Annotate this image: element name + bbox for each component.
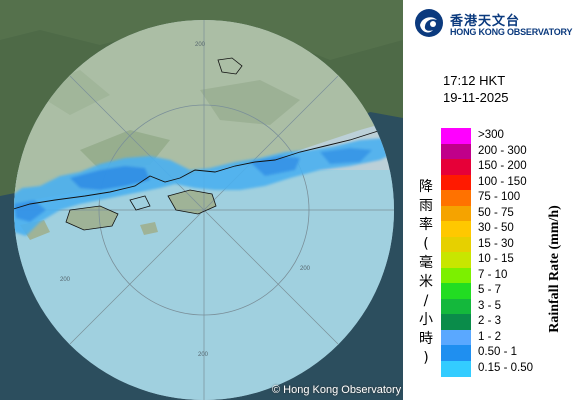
legend-item: 30 - 50 [441, 221, 571, 237]
copyright-text: © Hong Kong Observatory [272, 384, 402, 396]
legend-item: 1 - 2 [441, 329, 571, 346]
legend-swatch [441, 236, 471, 253]
legend-label: 75 - 100 [478, 191, 521, 203]
hko-logo-icon [415, 9, 443, 37]
legend-item: 50 - 75 [441, 205, 571, 222]
legend-swatch [441, 267, 471, 284]
range-ring-label: 200 [60, 277, 71, 283]
legend-item: 3 - 5 [441, 298, 571, 315]
legend-item: 7 - 10 [441, 267, 571, 284]
legend-item: 200 - 300 [441, 143, 571, 160]
legend-label: 100 - 150 [478, 175, 527, 188]
legend-swatch [441, 159, 471, 175]
observation-time: 17:12 HKT [443, 73, 506, 88]
legend-label: 10 - 15 [478, 253, 514, 265]
legend-label: 50 - 75 [478, 206, 514, 219]
legend-swatch [441, 205, 471, 222]
legend-title-chinese: 降雨率(毫米 / 小時) [419, 179, 433, 366]
logo-name-english: HONG KONG OBSERVATORY [450, 27, 573, 37]
radar-map: 200 200 200 200 © Hong Kong Observatory [0, 0, 403, 400]
legend-label: 0.15 - 0.50 [478, 361, 533, 374]
legend-title-english: Rainfall Rate (mm/h) [540, 194, 570, 344]
legend-label: 2 - 3 [478, 315, 502, 327]
legend-label: >300 [478, 129, 504, 141]
legend-item: 150 - 200 [441, 159, 571, 175]
legend-swatch [441, 360, 471, 377]
legend-swatch [441, 143, 471, 160]
legend-swatch [441, 252, 471, 268]
legend-label: 7 - 10 [478, 268, 508, 281]
hko-logo: 香港天文台 HONG KONG OBSERVATORY [414, 8, 574, 42]
legend-swatch [441, 221, 471, 237]
legend-label: 5 - 7 [478, 284, 502, 296]
legend-swatch [441, 298, 471, 315]
range-ring-label: 200 [300, 266, 311, 272]
legend-item: 5 - 7 [441, 283, 571, 299]
legend-item: 10 - 15 [441, 252, 571, 268]
legend-label: 15 - 30 [478, 237, 514, 250]
legend-label: 150 - 200 [478, 160, 527, 172]
legend-item: 75 - 100 [441, 190, 571, 206]
observation-date: 19-11-2025 [443, 90, 509, 105]
legend-label: 3 - 5 [478, 299, 502, 312]
legend-swatch [441, 329, 471, 346]
legend-item: 100 - 150 [441, 174, 571, 191]
legend-title-english-text: Rainfall Rate (mm/h) [547, 205, 562, 333]
legend-swatch [441, 190, 471, 206]
logo-name-chinese: 香港天文台 [450, 14, 521, 29]
legend-item: 0.15 - 0.50 [441, 360, 571, 377]
range-ring-label: 200 [195, 42, 206, 48]
legend-swatch [441, 345, 471, 361]
legend-item: 15 - 30 [441, 236, 571, 253]
coastline [14, 123, 394, 211]
legend-item: 0.50 - 1 [441, 345, 571, 361]
legend-label: 30 - 50 [478, 222, 514, 234]
legend-swatch [441, 128, 471, 144]
legend-label: 200 - 300 [478, 144, 527, 157]
legend-swatch [441, 283, 471, 299]
radar-map-image: 200 200 200 200 [0, 0, 403, 400]
legend-item: >300 [441, 128, 571, 144]
legend-panel: 香港天文台 HONG KONG OBSERVATORY 17:12 HKT 19… [403, 0, 577, 400]
range-ring-label: 200 [198, 352, 209, 358]
legend-item: 2 - 3 [441, 314, 571, 330]
legend-swatch [441, 174, 471, 191]
legend-swatch [441, 314, 471, 330]
legend-label: 0.50 - 1 [478, 346, 517, 358]
legend-label: 1 - 2 [478, 330, 502, 343]
rain-echoes [14, 138, 394, 236]
